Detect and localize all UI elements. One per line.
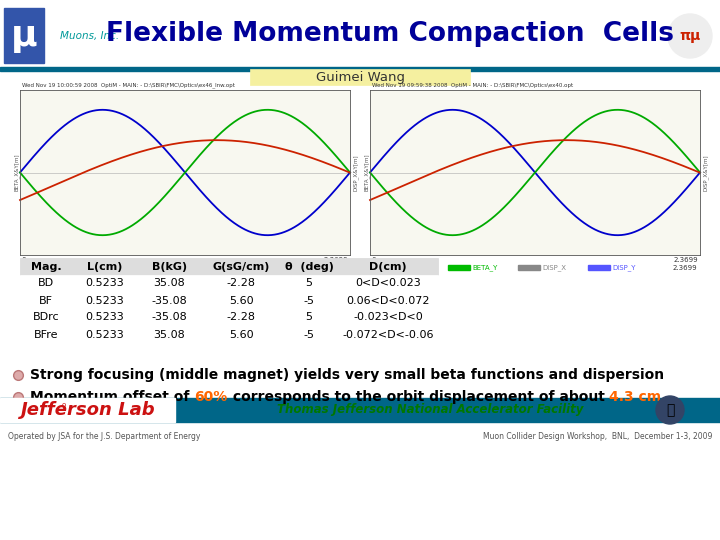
Circle shape [668, 14, 712, 58]
Circle shape [656, 396, 684, 424]
Text: 60%: 60% [194, 390, 228, 404]
Bar [98, 265, 120, 270]
Bar [20, 309, 438, 326]
Text: Strong focusing (middle magnet) yields very small beta functions and dispersion: Strong focusing (middle magnet) yields v… [30, 368, 664, 382]
Text: 4.3 cm: 4.3 cm [609, 390, 662, 404]
Text: Muon Collider Design Workshop,  BNL,  December 1-3, 2009: Muon Collider Design Workshop, BNL, Dece… [482, 432, 712, 441]
Text: 2.3699: 2.3699 [323, 265, 347, 271]
Bar [20, 292, 438, 309]
Bar [448, 265, 470, 270]
Text: DISP_Y: DISP_Y [262, 264, 286, 271]
Text: DISP_X: DISP_X [542, 264, 566, 271]
Text: o: o [62, 402, 66, 408]
Text: D(cm): D(cm) [369, 261, 407, 272]
Text: 35.08: 35.08 [153, 279, 185, 288]
Text: -35.08: -35.08 [152, 295, 187, 306]
Bar [20, 257, 350, 275]
Text: 5.60: 5.60 [229, 295, 253, 306]
Text: θ  (deg): θ (deg) [284, 261, 333, 272]
Bar [20, 275, 438, 292]
Text: DISP_X&Y[m]: DISP_X&Y[m] [703, 154, 709, 191]
Bar [238, 265, 260, 270]
Text: Jefferson Lab: Jefferson Lab [21, 401, 156, 419]
Text: -35.08: -35.08 [152, 313, 187, 322]
Bar [28, 265, 50, 270]
Bar [0, 398, 175, 422]
Text: 0.5233: 0.5233 [85, 279, 124, 288]
Text: BETA_X&Y[m]: BETA_X&Y[m] [364, 154, 370, 191]
Text: BETA_Y: BETA_Y [122, 264, 148, 271]
Text: BFre: BFre [34, 329, 58, 340]
Text: .: . [662, 390, 667, 404]
Text: 0<D<0.023: 0<D<0.023 [355, 279, 421, 288]
Text: 5.60: 5.60 [229, 329, 253, 340]
Bar [378, 265, 400, 270]
Text: 🌏: 🌏 [666, 403, 674, 417]
Text: Mag.: Mag. [31, 261, 61, 272]
Bar [370, 257, 700, 275]
Text: L(cm): L(cm) [87, 261, 122, 272]
Bar [20, 258, 438, 275]
Text: 0.06<D<0.072: 0.06<D<0.072 [346, 295, 430, 306]
Text: -5: -5 [304, 329, 315, 340]
Text: DISP_X: DISP_X [192, 264, 216, 271]
Bar [20, 90, 350, 255]
Text: BD: BD [38, 279, 54, 288]
Text: -0.072<D<-0.06: -0.072<D<-0.06 [342, 329, 433, 340]
Text: -5: -5 [304, 295, 315, 306]
Text: G(sG/cm): G(sG/cm) [212, 261, 270, 272]
Text: BETA_Y: BETA_Y [472, 264, 498, 271]
Text: 0: 0 [372, 257, 377, 263]
Text: 0.5233: 0.5233 [85, 295, 124, 306]
Bar [518, 265, 540, 270]
Text: BETA_X: BETA_X [52, 264, 78, 271]
Text: BDrc: BDrc [32, 313, 59, 322]
Text: 5: 5 [305, 279, 312, 288]
Bar [0, 67, 720, 71]
Text: Flexible Momentum Compaction  Cells: Flexible Momentum Compaction Cells [106, 21, 674, 47]
Text: Wed Nov 19 10:00:59 2008  OptiM - MAIN: - D:\SBIR\FMC\Optics\ex46_lnw.opt: Wed Nov 19 10:00:59 2008 OptiM - MAIN: -… [22, 82, 235, 88]
Text: BF: BF [39, 295, 53, 306]
Bar [20, 326, 438, 343]
Text: 0.5233: 0.5233 [85, 329, 124, 340]
Text: Operated by JSA for the J.S. Department of Energy: Operated by JSA for the J.S. Department … [8, 432, 200, 441]
Text: B(kG): B(kG) [152, 261, 187, 272]
Text: DISP_X&Y[m]: DISP_X&Y[m] [353, 154, 359, 191]
Text: corresponds to the orbit displacement of about: corresponds to the orbit displacement of… [228, 390, 609, 404]
Text: BETA_X&Y[m]: BETA_X&Y[m] [14, 154, 20, 191]
Bar [168, 265, 190, 270]
Text: μ: μ [11, 19, 37, 53]
Text: Momentum offset of: Momentum offset of [30, 390, 194, 404]
Text: 0.5233: 0.5233 [85, 313, 124, 322]
Text: Wed Nov 19 09:59:38 2008  OptiM - MAIN: - D:\SBIR\FMC\Optics\ex40.opt: Wed Nov 19 09:59:38 2008 OptiM - MAIN: -… [372, 83, 573, 88]
Text: 35.08: 35.08 [153, 329, 185, 340]
Bar [250, 69, 470, 85]
Text: BETA_X: BETA_X [402, 264, 428, 271]
Text: Guimei Wang: Guimei Wang [315, 71, 405, 84]
Bar [0, 398, 720, 422]
Text: 2.3699: 2.3699 [323, 257, 348, 263]
Bar [370, 90, 700, 255]
Text: Muons, Inc.: Muons, Inc. [60, 31, 119, 41]
Text: πμ: πμ [680, 29, 701, 43]
Text: 2.3699: 2.3699 [672, 265, 697, 271]
Bar [588, 265, 610, 270]
Text: Thomas Jefferson National Accelerator Facility: Thomas Jefferson National Accelerator Fa… [276, 403, 583, 416]
Text: 5: 5 [305, 313, 312, 322]
Text: DISP_Y: DISP_Y [612, 264, 636, 271]
Bar [4, 8, 44, 63]
Text: 0: 0 [22, 257, 27, 263]
Text: -0.023<D<0: -0.023<D<0 [353, 313, 423, 322]
Text: -2.28: -2.28 [227, 313, 256, 322]
Text: -2.28: -2.28 [227, 279, 256, 288]
Bar [0, 0, 720, 68]
Text: 2.3699: 2.3699 [673, 257, 698, 263]
